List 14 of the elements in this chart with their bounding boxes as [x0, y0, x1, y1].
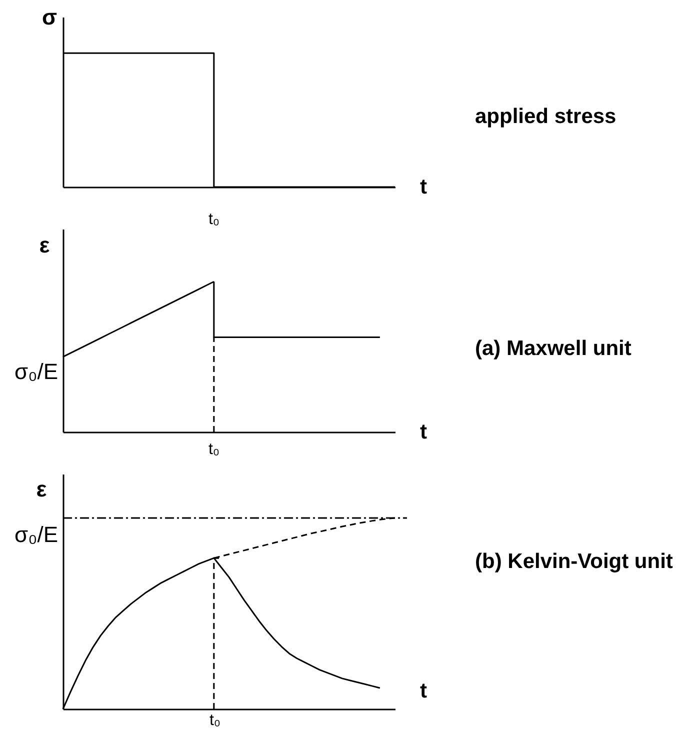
y-axis-title: σ	[42, 4, 58, 30]
text: t₀	[208, 441, 220, 458]
y-axis-title: ε	[39, 232, 50, 258]
x-axis-title: t	[420, 420, 427, 444]
x-axis-title: t	[420, 680, 427, 702]
y-axis-title: ε	[36, 476, 48, 502]
x-axis-title: t	[420, 176, 427, 198]
text: t₀	[208, 211, 220, 228]
text: (a) Maxwell unit	[475, 337, 632, 360]
text: t₀	[209, 712, 221, 729]
ref-line-label: σ₀/E	[14, 522, 58, 547]
text: applied stress	[475, 105, 616, 128]
text: σ₀/E	[14, 359, 58, 384]
text: (b) Kelvin-Voigt unit	[475, 550, 673, 573]
